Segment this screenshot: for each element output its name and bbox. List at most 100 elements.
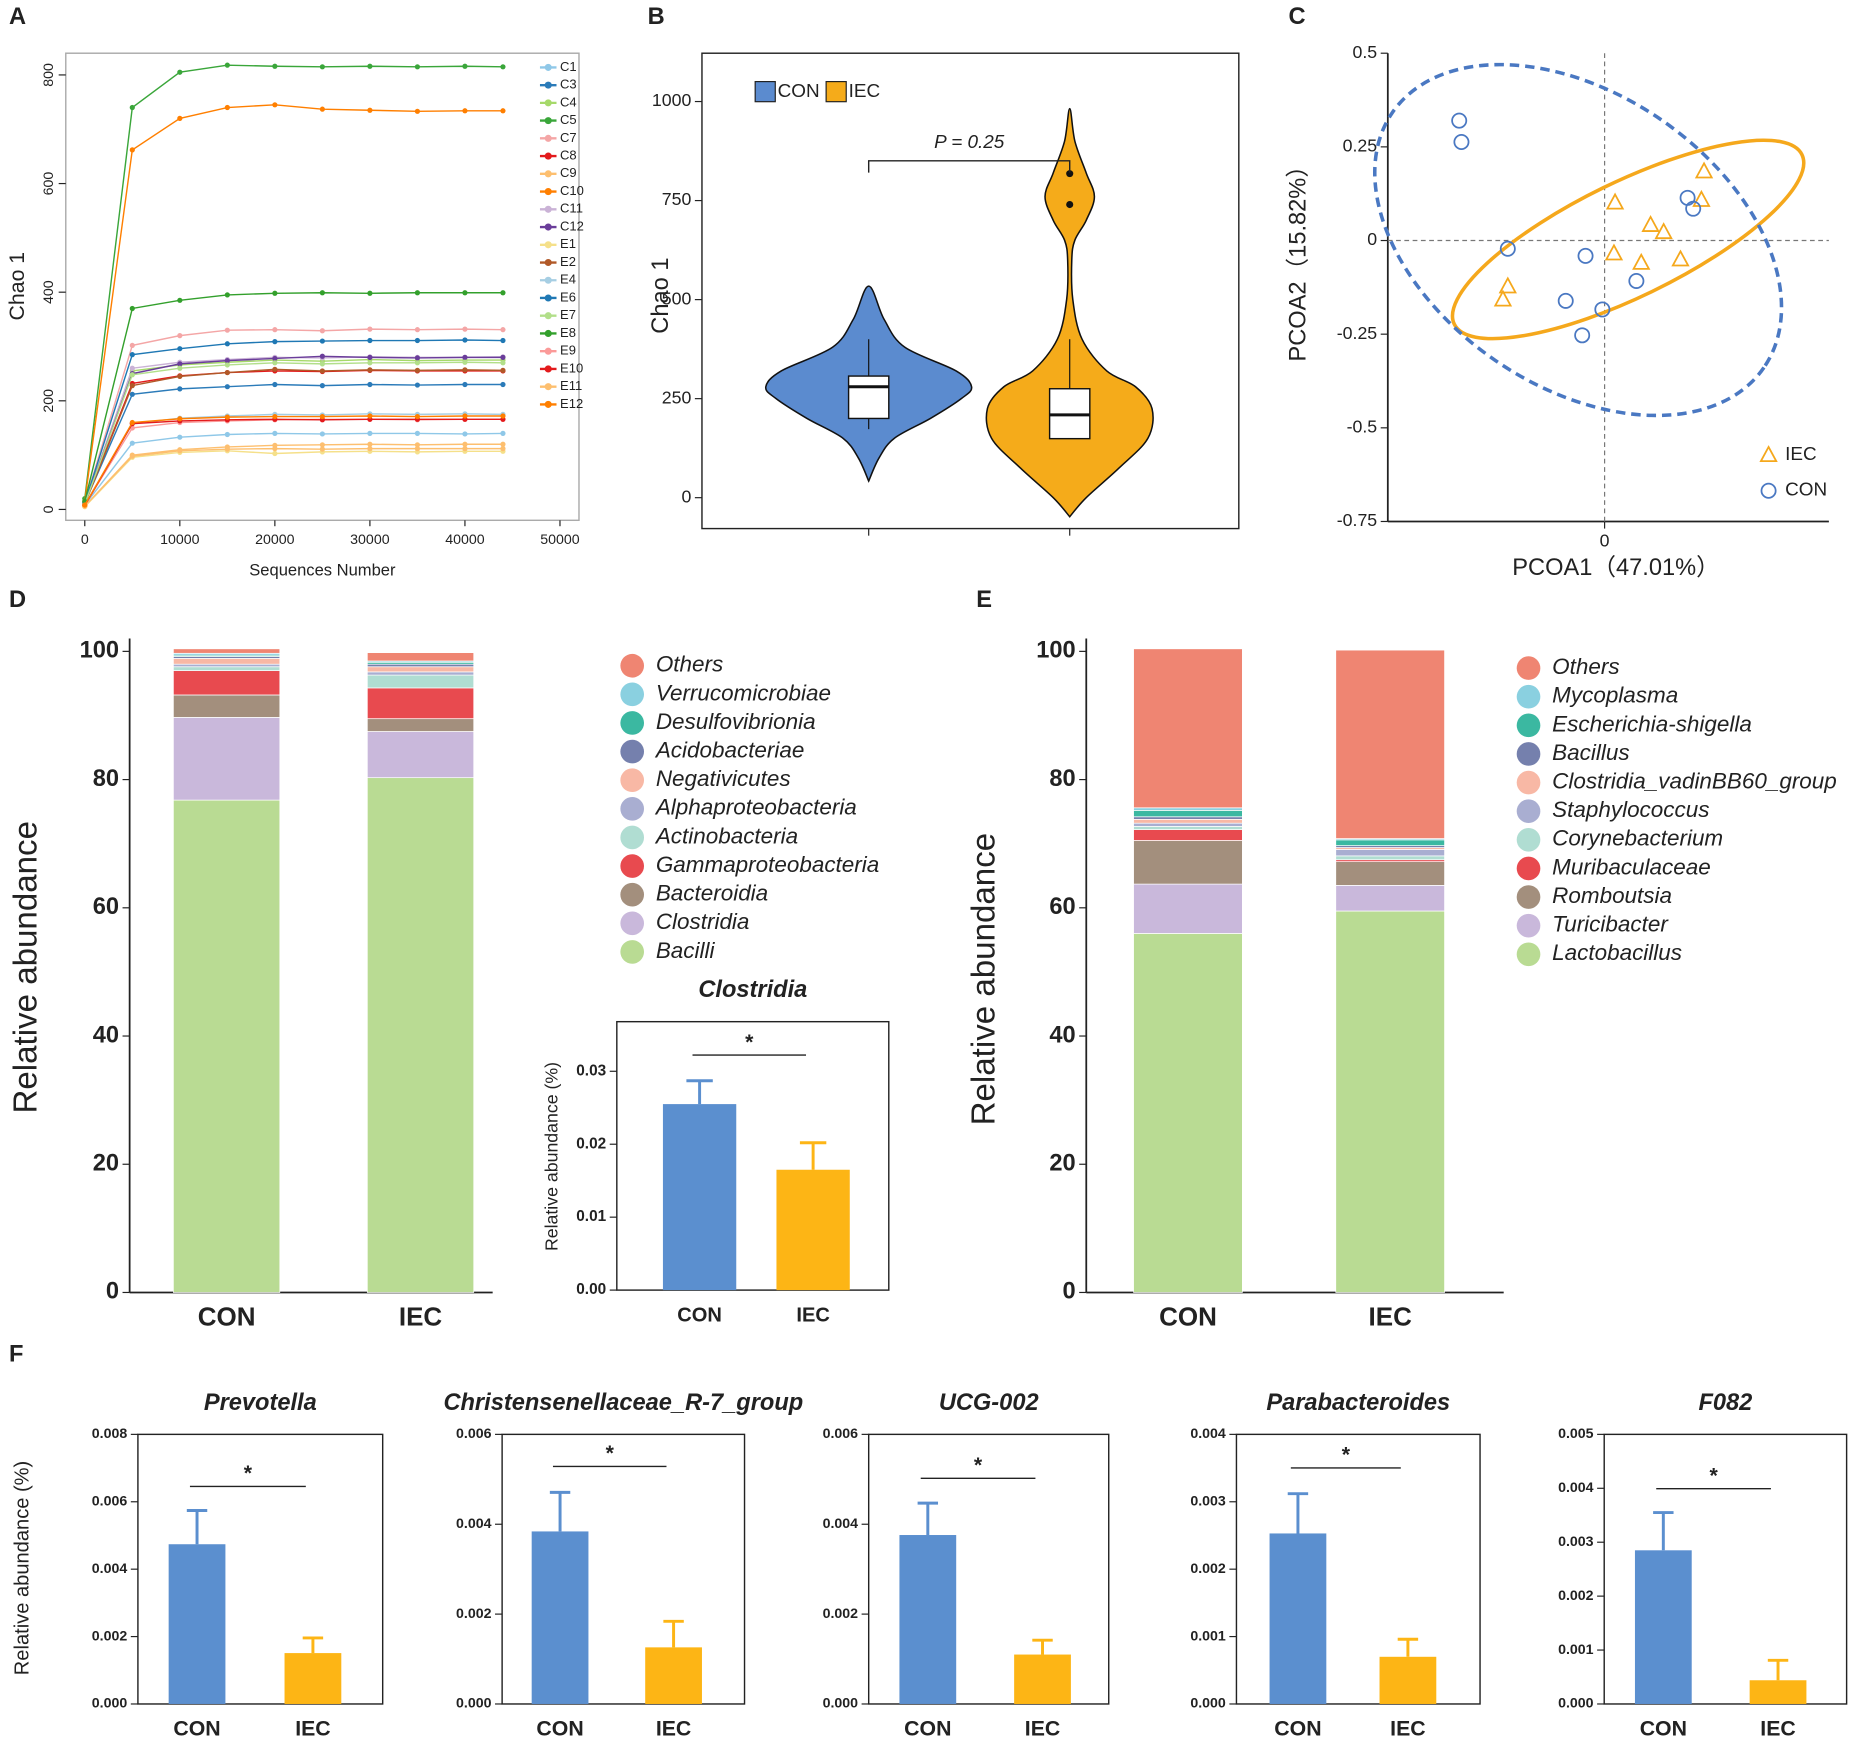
y-tick-label: 0.25 — [1343, 136, 1378, 156]
annotation: P = 0.25 — [934, 132, 1005, 153]
point — [319, 64, 325, 70]
x-tick-label: IEC — [656, 1717, 691, 1741]
bar — [284, 1653, 342, 1704]
y-tick-label: 400 — [41, 280, 57, 304]
point — [177, 373, 183, 379]
legend-label: E1 — [560, 236, 576, 251]
point — [500, 337, 506, 344]
legend-label: C3 — [560, 77, 577, 92]
y-tick-label: 0.03 — [576, 1062, 606, 1079]
plot-frame — [65, 52, 580, 522]
bar-segment — [1133, 829, 1243, 841]
point — [414, 108, 421, 114]
point — [272, 430, 278, 437]
y-tick-label: 600 — [41, 172, 57, 196]
legend-label: Corynebacterium — [1552, 826, 1723, 851]
point — [177, 69, 183, 75]
x-tick-label: 30000 — [350, 532, 390, 548]
legend-label: Turicibacter — [1552, 912, 1669, 937]
point — [1685, 200, 1702, 217]
legend-marker — [544, 329, 552, 338]
y-tick-label: -0.75 — [1337, 510, 1378, 530]
y-tick-label: 0.006 — [456, 1426, 492, 1442]
y-tick-label: 0.00 — [576, 1281, 606, 1298]
bar-segment — [173, 666, 281, 671]
point — [272, 360, 278, 366]
legend-label: E10 — [560, 360, 583, 375]
point — [224, 104, 230, 111]
legend-label: CON — [778, 81, 820, 102]
annotation: * — [974, 1453, 983, 1477]
point — [414, 64, 421, 70]
outlier — [1066, 200, 1074, 209]
legend-label: C11 — [560, 201, 583, 216]
point — [224, 62, 230, 68]
y-tick-label: 0.008 — [92, 1426, 128, 1442]
point — [177, 297, 183, 303]
legend-marker — [1516, 856, 1541, 881]
legend-marker — [620, 739, 645, 764]
bar — [899, 1535, 957, 1704]
bar — [662, 1104, 737, 1291]
point — [414, 442, 421, 448]
bar — [645, 1647, 702, 1704]
series-line — [84, 355, 503, 504]
point — [414, 367, 421, 373]
point — [1453, 134, 1470, 150]
outlier — [1066, 170, 1074, 178]
series-line — [84, 339, 503, 504]
bar-segment — [1335, 855, 1445, 861]
point — [1574, 327, 1591, 344]
plot-frame — [701, 52, 1240, 530]
legend-marker — [544, 152, 552, 160]
legend-marker — [544, 258, 552, 267]
series-line — [84, 292, 503, 502]
y-axis-label: Relative abundance — [8, 821, 45, 1114]
bar — [1014, 1654, 1071, 1704]
y-tick-label: 0.003 — [1190, 1494, 1226, 1510]
chart-title: F082 — [1698, 1390, 1752, 1416]
y-tick-label: 0.006 — [823, 1426, 859, 1442]
series-line — [84, 64, 503, 499]
bar — [1749, 1680, 1807, 1704]
y-tick-label: 0.002 — [92, 1628, 128, 1644]
legend-label: E6 — [560, 289, 576, 304]
legend-marker — [620, 768, 645, 793]
point — [129, 440, 135, 446]
error-bar — [1287, 1492, 1309, 1534]
series-line — [84, 447, 503, 507]
bar-segment — [1133, 807, 1243, 811]
y-axis-label: Relative abundance (%) — [542, 1062, 562, 1251]
box — [847, 375, 890, 420]
y-tick-label: 40 — [93, 1022, 119, 1048]
point — [367, 107, 373, 113]
x-axis-label: PCOA1（47.01%） — [1512, 555, 1719, 581]
bar-segment — [1335, 861, 1445, 886]
x-tick-label: IEC — [1390, 1717, 1425, 1741]
bar — [776, 1169, 850, 1291]
legend-label: C12 — [560, 218, 584, 233]
legend-marker — [1516, 770, 1541, 795]
legend-label: C8 — [560, 148, 577, 163]
legend-label: IEC — [1785, 444, 1817, 465]
bar-segment — [1133, 826, 1243, 830]
legend-label: IEC — [849, 81, 881, 102]
x-tick-label: IEC — [295, 1717, 330, 1741]
point — [414, 382, 421, 388]
bar-segment — [1133, 648, 1243, 809]
y-axis-label: Relative abundance — [966, 833, 1003, 1126]
point — [1557, 292, 1574, 309]
legend-label: Bacilli — [656, 938, 716, 963]
bar-segment — [173, 670, 281, 696]
legend-marker — [544, 383, 552, 391]
y-tick-label: 0 — [1367, 229, 1377, 249]
legend-marker — [620, 911, 645, 936]
legend-label: Desulfovibrionia — [656, 709, 816, 734]
error-bar — [1653, 1511, 1674, 1551]
y-tick-label: 0.006 — [92, 1494, 128, 1510]
x-tick-label: IEC — [399, 1301, 443, 1331]
point — [500, 430, 506, 437]
point — [367, 446, 373, 452]
legend-marker — [1516, 942, 1541, 967]
